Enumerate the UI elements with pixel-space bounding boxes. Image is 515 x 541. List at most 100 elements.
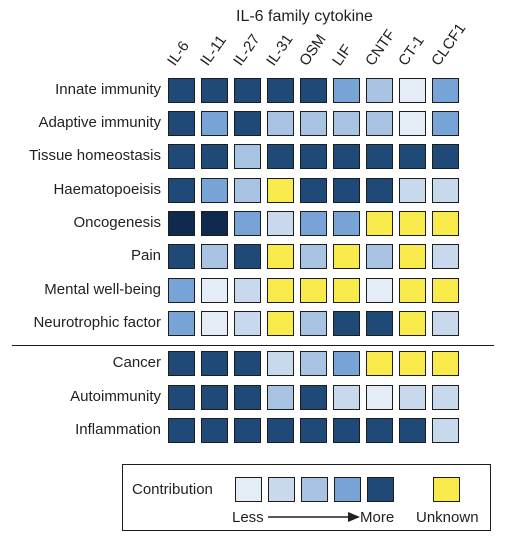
row-label-neurotrophic-factor: Neurotrophic factor [33, 314, 161, 331]
heatmap-cell [234, 244, 261, 269]
heatmap-cell [432, 418, 459, 443]
heatmap-cell [267, 351, 294, 376]
heatmap-cell [399, 178, 426, 203]
heatmap-cell [399, 211, 426, 236]
heatmap-cell [333, 178, 360, 203]
heatmap-cell [267, 244, 294, 269]
heatmap-cell [267, 311, 294, 336]
heatmap-cell [201, 211, 228, 236]
heatmap-cell [234, 311, 261, 336]
heatmap-cell [432, 311, 459, 336]
heatmap-cell [366, 111, 393, 136]
heatmap-cell [168, 418, 195, 443]
heatmap-cell [399, 418, 426, 443]
heatmap-cell [399, 351, 426, 376]
heatmap-cell [300, 385, 327, 410]
heatmap-cell [300, 111, 327, 136]
heatmap-cell [300, 178, 327, 203]
row-label-tissue-homeostasis: Tissue homeostasis [29, 147, 161, 164]
legend-unknown-label: Unknown [416, 509, 479, 526]
heatmap-cell [432, 278, 459, 303]
heatmap-cell [300, 244, 327, 269]
column-label-cntf: CNTF [362, 26, 399, 70]
column-label-osm: OSM [296, 31, 330, 69]
heatmap-cell [234, 211, 261, 236]
heatmap-cell [366, 211, 393, 236]
heatmap-cell [300, 278, 327, 303]
heatmap-cell [333, 78, 360, 103]
heatmap-cell [432, 351, 459, 376]
heatmap-cell [267, 144, 294, 169]
heatmap-cell [366, 385, 393, 410]
legend-swatch-level-4 [334, 477, 361, 502]
heatmap-cell [366, 278, 393, 303]
legend-box [122, 464, 491, 531]
heatmap-cell [432, 211, 459, 236]
heatmap-cell [366, 78, 393, 103]
heatmap-cell [300, 144, 327, 169]
heatmap-cell [234, 78, 261, 103]
heatmap-cell [168, 385, 195, 410]
heatmap-cell [366, 351, 393, 376]
heatmap-cell [333, 244, 360, 269]
chart-title: IL-6 family cytokine [236, 8, 373, 25]
heatmap-cell [201, 351, 228, 376]
heatmap-cell [300, 311, 327, 336]
heatmap-cell [399, 111, 426, 136]
legend-swatch-level-1 [235, 477, 262, 502]
heatmap-cell [300, 78, 327, 103]
heatmap-cell [432, 144, 459, 169]
legend-title: Contribution [132, 481, 213, 498]
heatmap-cell [201, 111, 228, 136]
column-label-lif: LIF [329, 41, 356, 69]
heatmap-cell [300, 418, 327, 443]
heatmap-cell [267, 178, 294, 203]
heatmap-cell [168, 211, 195, 236]
heatmap-cell [333, 311, 360, 336]
heatmap-cell [201, 385, 228, 410]
heatmap-cell [267, 278, 294, 303]
heatmap-cell [432, 78, 459, 103]
heatmap-cell [366, 144, 393, 169]
heatmap-cell [201, 178, 228, 203]
legend-swatch-unknown [433, 477, 460, 502]
heatmap-cell [168, 144, 195, 169]
heatmap-cell [432, 111, 459, 136]
heatmap-cell [300, 351, 327, 376]
heatmap-cell [399, 278, 426, 303]
column-label-il-27: IL-27 [230, 31, 264, 69]
heatmap-cell [201, 144, 228, 169]
row-label-oncogenesis: Oncogenesis [73, 214, 161, 231]
heatmap-cell [399, 385, 426, 410]
heatmap-cell [300, 211, 327, 236]
heatmap-cell [234, 418, 261, 443]
row-label-inflammation: Inflammation [75, 421, 161, 438]
row-label-cancer: Cancer [112, 354, 161, 371]
row-label-adaptive-immunity: Adaptive immunity [38, 114, 161, 131]
row-label-haematopoeisis: Haematopoeisis [53, 181, 161, 198]
heatmap-cell [366, 178, 393, 203]
heatmap-cell [201, 278, 228, 303]
row-label-innate-immunity: Innate immunity [55, 81, 161, 98]
heatmap-cell [366, 244, 393, 269]
legend-less-label: Less [232, 509, 264, 526]
heatmap-cell [366, 311, 393, 336]
heatmap-cell [333, 351, 360, 376]
heatmap-cell [267, 111, 294, 136]
heatmap-cell [168, 244, 195, 269]
heatmap-cell [267, 211, 294, 236]
column-label-il-11: IL-11 [197, 32, 230, 69]
heatmap-cell [234, 111, 261, 136]
column-label-ct-1: CT-1 [395, 32, 428, 69]
heatmap-cell [333, 211, 360, 236]
legend-swatch-level-5 [367, 477, 394, 502]
section-divider [12, 345, 494, 346]
heatmap-cell [234, 278, 261, 303]
heatmap-cell [333, 418, 360, 443]
heatmap-cell [168, 278, 195, 303]
row-label-pain: Pain [130, 247, 161, 264]
heatmap-cell [201, 418, 228, 443]
heatmap-cell [168, 111, 195, 136]
heatmap-cell [234, 178, 261, 203]
